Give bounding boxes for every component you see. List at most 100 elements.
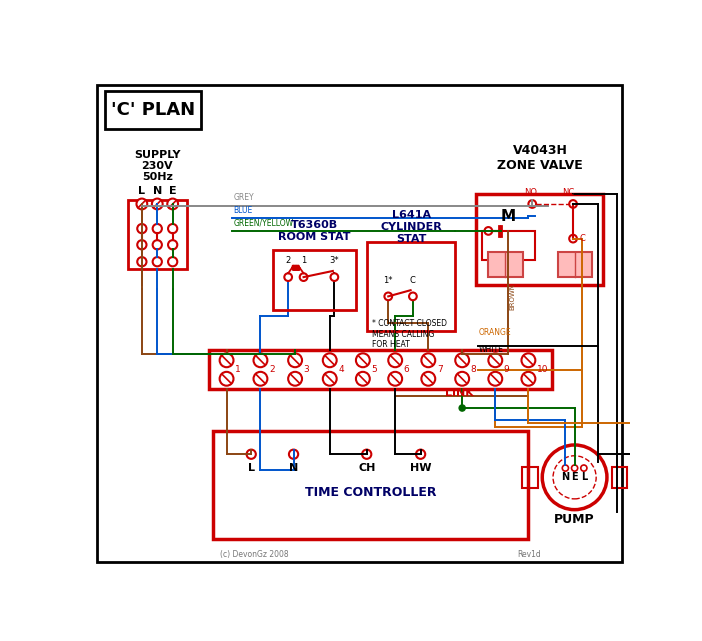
Text: WHITE: WHITE <box>478 345 503 354</box>
Circle shape <box>456 353 469 367</box>
Text: 8: 8 <box>470 365 477 374</box>
Text: 6: 6 <box>404 365 409 374</box>
Text: HW: HW <box>410 463 431 473</box>
Circle shape <box>167 199 178 210</box>
Text: 3*: 3* <box>329 256 339 265</box>
Text: BLUE: BLUE <box>234 206 253 215</box>
Circle shape <box>152 224 162 233</box>
Text: N: N <box>562 472 569 482</box>
Bar <box>482 231 534 260</box>
Circle shape <box>385 292 392 300</box>
Text: ORANGE: ORANGE <box>478 328 511 337</box>
Circle shape <box>356 372 370 386</box>
Circle shape <box>323 353 337 367</box>
Circle shape <box>456 372 469 386</box>
Circle shape <box>569 235 577 242</box>
Text: Rev1d: Rev1d <box>517 550 541 559</box>
Text: CH: CH <box>358 463 376 473</box>
Text: E: E <box>571 472 578 482</box>
Bar <box>522 467 538 488</box>
Circle shape <box>246 449 256 459</box>
Circle shape <box>571 465 578 471</box>
Text: 2: 2 <box>286 256 291 265</box>
Circle shape <box>152 240 162 249</box>
Text: 1: 1 <box>301 256 306 265</box>
Circle shape <box>331 273 338 281</box>
Text: N: N <box>289 463 298 473</box>
Text: BROWN: BROWN <box>509 283 515 310</box>
Text: 5: 5 <box>371 365 377 374</box>
Bar <box>128 200 187 269</box>
Text: L: L <box>581 472 587 482</box>
Text: 2: 2 <box>269 365 274 374</box>
Circle shape <box>138 257 147 267</box>
Bar <box>105 91 201 129</box>
Circle shape <box>168 257 178 267</box>
Bar <box>489 253 523 277</box>
Text: L641A
CYLINDER
STAT: L641A CYLINDER STAT <box>380 210 442 244</box>
Circle shape <box>421 372 435 386</box>
Circle shape <box>388 372 402 386</box>
Circle shape <box>136 199 147 210</box>
Circle shape <box>253 372 267 386</box>
Text: 50Hz: 50Hz <box>142 172 173 182</box>
Text: 230V: 230V <box>141 162 173 171</box>
Circle shape <box>459 405 465 411</box>
Circle shape <box>489 372 502 386</box>
Circle shape <box>138 240 147 249</box>
Circle shape <box>289 449 298 459</box>
Text: PUMP: PUMP <box>555 513 595 526</box>
Circle shape <box>220 353 234 367</box>
Text: 10: 10 <box>537 365 548 374</box>
Circle shape <box>152 199 163 210</box>
Text: L: L <box>248 463 255 473</box>
Bar <box>273 250 356 310</box>
Text: 1*: 1* <box>383 276 393 285</box>
Circle shape <box>529 200 536 208</box>
Text: 'C' PLAN: 'C' PLAN <box>111 101 194 119</box>
Circle shape <box>569 200 577 208</box>
Circle shape <box>416 449 425 459</box>
Circle shape <box>323 372 337 386</box>
Circle shape <box>138 224 147 233</box>
Text: 9: 9 <box>504 365 510 374</box>
Circle shape <box>581 465 587 471</box>
Text: 3: 3 <box>303 365 310 374</box>
Circle shape <box>288 353 302 367</box>
Circle shape <box>388 353 402 367</box>
Circle shape <box>168 224 178 233</box>
Text: NO: NO <box>524 188 537 197</box>
Circle shape <box>284 273 292 281</box>
Bar <box>213 431 529 539</box>
Text: TIME CONTROLLER: TIME CONTROLLER <box>305 487 437 499</box>
Text: LINK: LINK <box>445 388 473 397</box>
Circle shape <box>168 240 178 249</box>
Bar <box>557 253 592 277</box>
Circle shape <box>288 372 302 386</box>
Text: SUPPLY: SUPPLY <box>134 151 180 160</box>
Bar <box>209 350 552 389</box>
Text: 4: 4 <box>338 365 344 374</box>
Text: * CONTACT CLOSED
MEANS CALLING
FOR HEAT: * CONTACT CLOSED MEANS CALLING FOR HEAT <box>372 319 447 349</box>
Circle shape <box>356 353 370 367</box>
Text: L: L <box>138 186 145 196</box>
Text: 1: 1 <box>235 365 241 374</box>
Text: M: M <box>501 209 516 224</box>
Text: T6360B
ROOM STAT: T6360B ROOM STAT <box>278 220 350 242</box>
Circle shape <box>409 292 417 300</box>
Circle shape <box>562 465 569 471</box>
Circle shape <box>522 372 536 386</box>
Text: E: E <box>169 186 176 196</box>
Circle shape <box>300 273 307 281</box>
Text: (c) DevonGz 2008: (c) DevonGz 2008 <box>220 550 289 559</box>
Text: NC: NC <box>562 188 575 197</box>
Circle shape <box>522 353 536 367</box>
Text: C: C <box>579 234 585 243</box>
Text: C: C <box>410 276 416 285</box>
Text: V4043H
ZONE VALVE: V4043H ZONE VALVE <box>497 144 583 172</box>
Text: N: N <box>152 186 162 196</box>
Text: 7: 7 <box>437 365 442 374</box>
Circle shape <box>220 372 234 386</box>
Text: GREEN/YELLOW: GREEN/YELLOW <box>234 219 293 228</box>
Bar <box>611 467 627 488</box>
